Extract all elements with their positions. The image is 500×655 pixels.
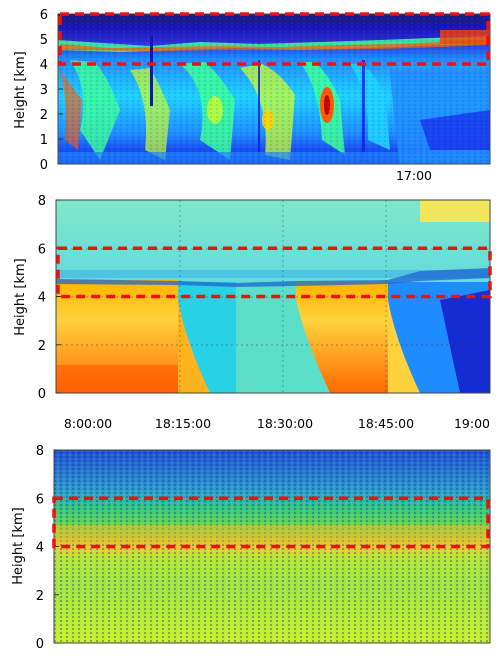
y-tick-label: 5 bbox=[40, 33, 48, 48]
y-tick-label: 2 bbox=[36, 589, 44, 604]
y-tick-label: 0 bbox=[38, 387, 46, 402]
x-tick-label: 18:45:00 bbox=[358, 416, 414, 431]
y-tick-label: 2 bbox=[40, 108, 48, 123]
panel-2-x-ticks: 8:00:00 18:15:00 18:30:00 18:45:00 19:00 bbox=[64, 416, 490, 431]
panel-1-y-axis-label: Height [km] bbox=[13, 51, 28, 128]
panel-1-highlight-box bbox=[58, 12, 490, 66]
x-tick-label: 19:00 bbox=[454, 416, 490, 431]
x-tick-label: 18:15:00 bbox=[155, 416, 211, 431]
x-tick-label: 17:00 bbox=[396, 168, 432, 183]
x-tick-label: 8:00:00 bbox=[64, 416, 112, 431]
panel-2: 0 2 4 6 8 Height [km] 8:00:00 18:15:00 18:30:0… bbox=[13, 194, 492, 431]
y-tick-label: 0 bbox=[40, 158, 48, 173]
y-tick-label: 6 bbox=[38, 242, 46, 257]
panel-2-highlight-box bbox=[56, 246, 492, 299]
panel-3-heatmap bbox=[54, 450, 490, 643]
y-tick-label: 6 bbox=[36, 492, 44, 507]
y-tick-label: 4 bbox=[40, 58, 48, 73]
y-tick-label: 8 bbox=[38, 194, 46, 209]
panel-1-heatmap bbox=[58, 14, 490, 164]
panel-3: 0 2 4 6 8 Height [km] bbox=[11, 444, 491, 652]
panel-3-highlight-box bbox=[52, 496, 490, 549]
panel-3-y-axis-label: Height [km] bbox=[11, 507, 26, 584]
panel-1: 0 1 2 3 4 5 6 Height [km] 17:00 bbox=[13, 8, 491, 183]
y-tick-label: 0 bbox=[36, 637, 44, 652]
y-tick-label: 2 bbox=[38, 339, 46, 354]
panel-3-y-ticks: 0 2 4 6 8 bbox=[36, 444, 59, 652]
y-tick-label: 8 bbox=[36, 444, 44, 459]
x-tick-label: 18:30:00 bbox=[257, 416, 313, 431]
y-tick-label: 3 bbox=[40, 83, 48, 98]
y-tick-label: 4 bbox=[36, 541, 44, 556]
y-tick-label: 6 bbox=[40, 8, 48, 23]
y-tick-label: 1 bbox=[40, 133, 48, 148]
panel-1-x-ticks: 17:00 bbox=[396, 168, 432, 183]
panel-2-y-axis-label: Height [km] bbox=[13, 258, 28, 335]
y-tick-label: 4 bbox=[38, 291, 46, 306]
